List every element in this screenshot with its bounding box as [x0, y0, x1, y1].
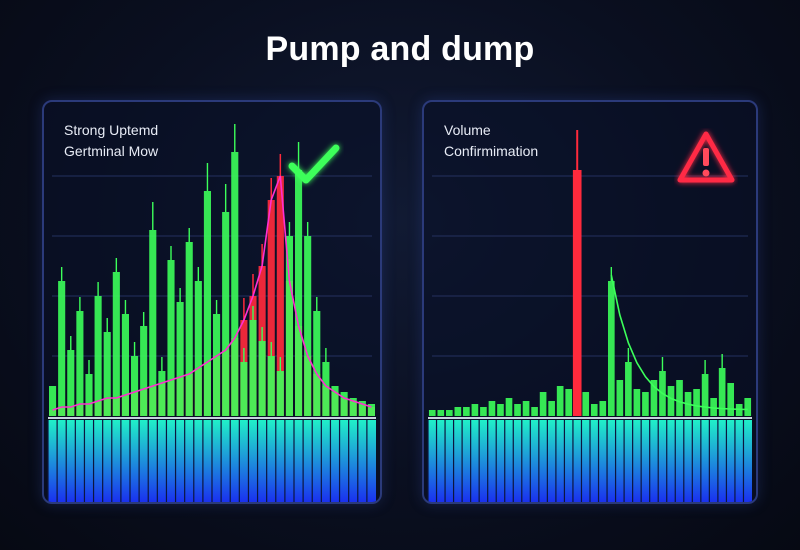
- bull-bar: [167, 260, 175, 416]
- chart-title: Pump and dump: [265, 30, 535, 68]
- bull-bar: [231, 152, 239, 416]
- bull-bar: [158, 371, 166, 416]
- bull-bar: [322, 362, 330, 416]
- bull-bar: [556, 386, 564, 416]
- bull-bar: [149, 230, 157, 416]
- bull-bar: [531, 407, 538, 416]
- bull-bar: [340, 392, 348, 416]
- bull-bar: [471, 404, 479, 416]
- bull-bar: [718, 368, 726, 416]
- bull-bar: [304, 236, 312, 416]
- warning-triangle-icon: [677, 131, 735, 183]
- right-panel: Volume Confirmimation: [422, 100, 758, 504]
- bull-bar: [710, 398, 717, 416]
- bull-bar: [349, 398, 357, 416]
- bull-bar: [131, 356, 139, 416]
- left-panel: Strong Uptemd Gertminal Mow: [42, 100, 382, 504]
- bull-bar: [428, 410, 436, 416]
- right-label-line-2: Confirmimation: [444, 143, 539, 159]
- bull-bar: [488, 401, 496, 416]
- bull-bar: [548, 401, 555, 416]
- bull-bar: [76, 311, 84, 416]
- check-mark-icon: [288, 144, 340, 184]
- left-panel-label: Strong Uptemd Gertminal Mow: [64, 120, 158, 162]
- bull-bar: [676, 380, 683, 416]
- bull-bar: [497, 404, 504, 416]
- bull-bar: [67, 350, 75, 416]
- right-chart: [427, 130, 752, 502]
- bull-bar: [480, 407, 487, 416]
- right-panel-label: Volume Confirmimation: [444, 120, 538, 162]
- bull-bar: [514, 404, 521, 416]
- bull-bar: [267, 356, 275, 416]
- bull-bar: [505, 398, 513, 416]
- bull-bar: [693, 389, 700, 416]
- bull-bar: [582, 392, 590, 416]
- bull-bar: [667, 386, 675, 416]
- bull-bar: [565, 389, 573, 416]
- bull-bar: [222, 212, 230, 416]
- bull-bar: [203, 191, 211, 416]
- bull-bar: [313, 311, 321, 416]
- bull-bar: [727, 383, 735, 416]
- bull-bar: [258, 341, 266, 416]
- bull-bar: [454, 407, 462, 416]
- bull-bar: [94, 296, 102, 416]
- bull-bar: [276, 371, 284, 416]
- bear-bar: [276, 176, 284, 416]
- bull-bar: [58, 281, 66, 416]
- bull-bar: [599, 401, 607, 416]
- bull-bar: [85, 374, 93, 416]
- bull-bar: [607, 281, 615, 416]
- bull-bar: [367, 404, 375, 416]
- left-label-line-2: Gertminal Mow: [64, 143, 159, 159]
- bull-bar: [701, 374, 709, 416]
- bull-bar: [213, 314, 221, 416]
- bull-bar: [650, 380, 658, 416]
- bull-bar: [295, 170, 303, 416]
- bull-bar: [590, 404, 598, 416]
- bull-bar: [121, 314, 129, 416]
- bull-bar: [744, 398, 752, 416]
- bull-bar: [49, 386, 57, 416]
- bull-bar: [625, 362, 632, 416]
- bull-bar: [633, 389, 641, 416]
- bull-bar: [249, 320, 257, 416]
- bull-bar: [463, 407, 470, 416]
- bull-bar: [194, 281, 202, 416]
- bull-bar: [437, 410, 445, 416]
- bear-bar: [267, 200, 275, 416]
- bull-bar: [285, 236, 293, 416]
- bull-bar: [642, 392, 649, 416]
- trend-line: [52, 175, 372, 411]
- bull-bar: [185, 242, 193, 416]
- bull-bar: [140, 326, 148, 416]
- bull-bar: [112, 272, 120, 416]
- left-chart: [47, 124, 376, 502]
- right-label-line-1: Volume: [444, 122, 491, 138]
- trend-line: [610, 274, 748, 411]
- left-label-line-1: Strong Uptemd: [64, 122, 159, 138]
- bull-bar: [103, 332, 111, 416]
- pump-candle: [572, 170, 582, 416]
- bull-bar: [539, 392, 547, 416]
- bull-bar: [331, 386, 339, 416]
- bull-bar: [522, 401, 530, 416]
- bull-bar: [445, 410, 453, 416]
- bull-bar: [240, 362, 248, 416]
- bull-bar: [176, 302, 184, 416]
- bull-bar: [616, 380, 624, 416]
- bull-bar: [358, 401, 366, 416]
